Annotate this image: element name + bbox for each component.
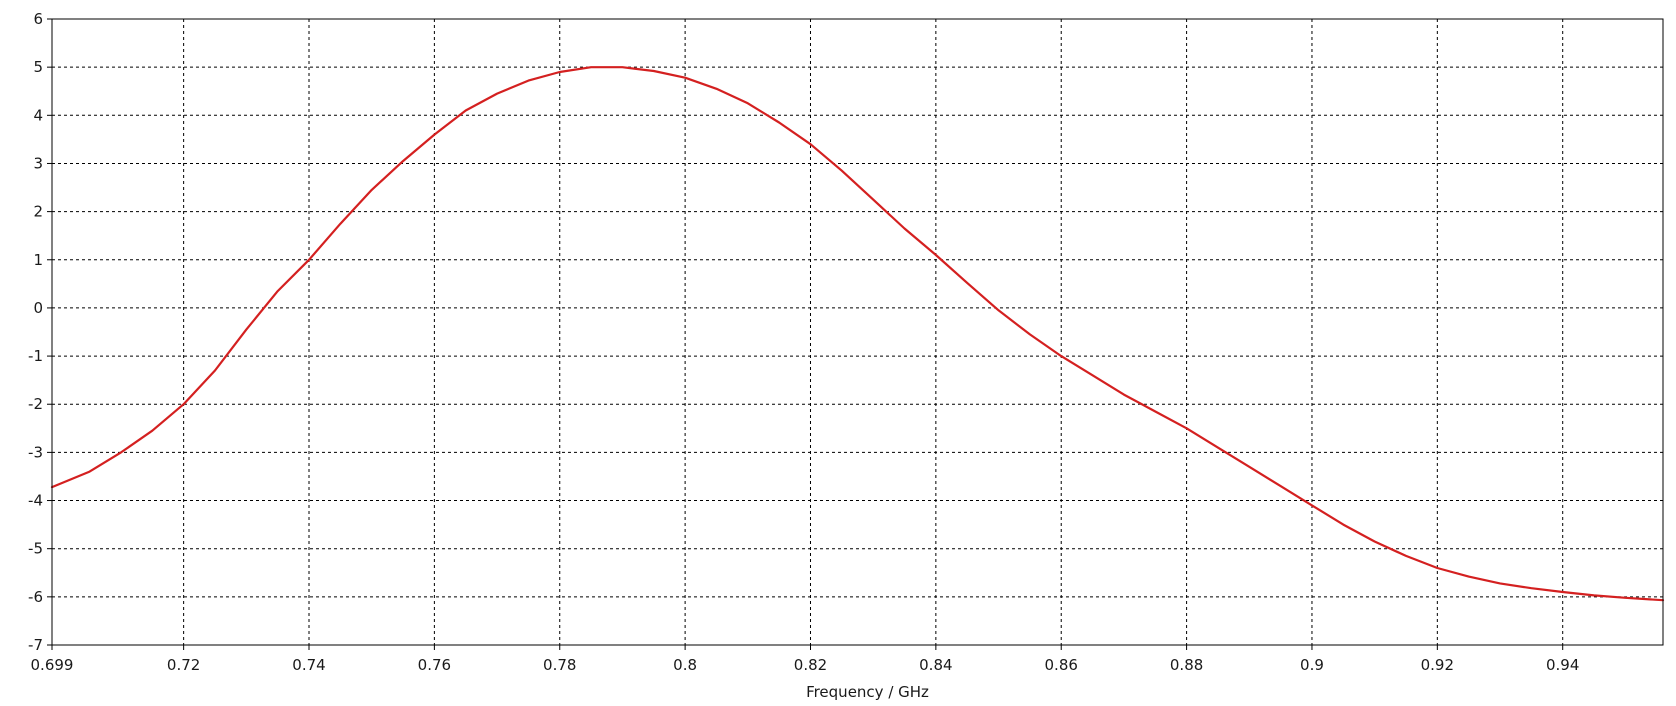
- x-tick-label: 0.78: [543, 656, 576, 674]
- x-tick-label: 0.86: [1045, 656, 1078, 674]
- y-tick-label: -4: [28, 492, 43, 510]
- y-axis-ticks: 6 5 4 3 2 1 0 -1 -2 -3 -4 -5 -6 -7: [28, 10, 52, 654]
- x-tick-label: 0.92: [1421, 656, 1454, 674]
- x-tick-label: 0.9: [1300, 656, 1324, 674]
- y-tick-label: 0: [33, 299, 43, 317]
- x-tick-label: 0.88: [1170, 656, 1203, 674]
- y-tick-label: -3: [28, 443, 43, 461]
- x-axis-title: Frequency / GHz: [806, 683, 929, 701]
- y-tick-label: 6: [33, 10, 43, 28]
- series-line-0: [50, 66, 1665, 602]
- series-layer: [50, 66, 1665, 602]
- x-tick-label: 0.84: [919, 656, 952, 674]
- x-axis-ticks: 0.699 0.72 0.74 0.76 0.78 0.8 0.82 0.84 0.86 0.88…: [31, 645, 1579, 674]
- y-tick-label: 5: [33, 58, 43, 76]
- plot-frame: [51, 18, 1664, 646]
- x-tick-label: 0.699: [31, 656, 74, 674]
- x-tick-label: 0.72: [167, 656, 200, 674]
- y-tick-label: -5: [28, 540, 43, 558]
- grid-lines: [52, 19, 1663, 645]
- x-tick-label: 0.8: [673, 656, 697, 674]
- x-tick-label: 0.82: [794, 656, 827, 674]
- x-tick-label: 0.74: [292, 656, 325, 674]
- y-tick-label: 1: [33, 251, 43, 269]
- x-tick-label: 0.94: [1546, 656, 1579, 674]
- y-tick-label: 4: [33, 106, 43, 124]
- y-tick-label: -7: [28, 636, 43, 654]
- y-tick-label: 2: [33, 203, 43, 221]
- x-tick-label: 0.76: [418, 656, 451, 674]
- y-tick-label: -2: [28, 395, 43, 413]
- y-tick-label: -6: [28, 588, 43, 606]
- y-tick-label: 3: [33, 154, 43, 172]
- y-tick-label: -1: [28, 347, 43, 365]
